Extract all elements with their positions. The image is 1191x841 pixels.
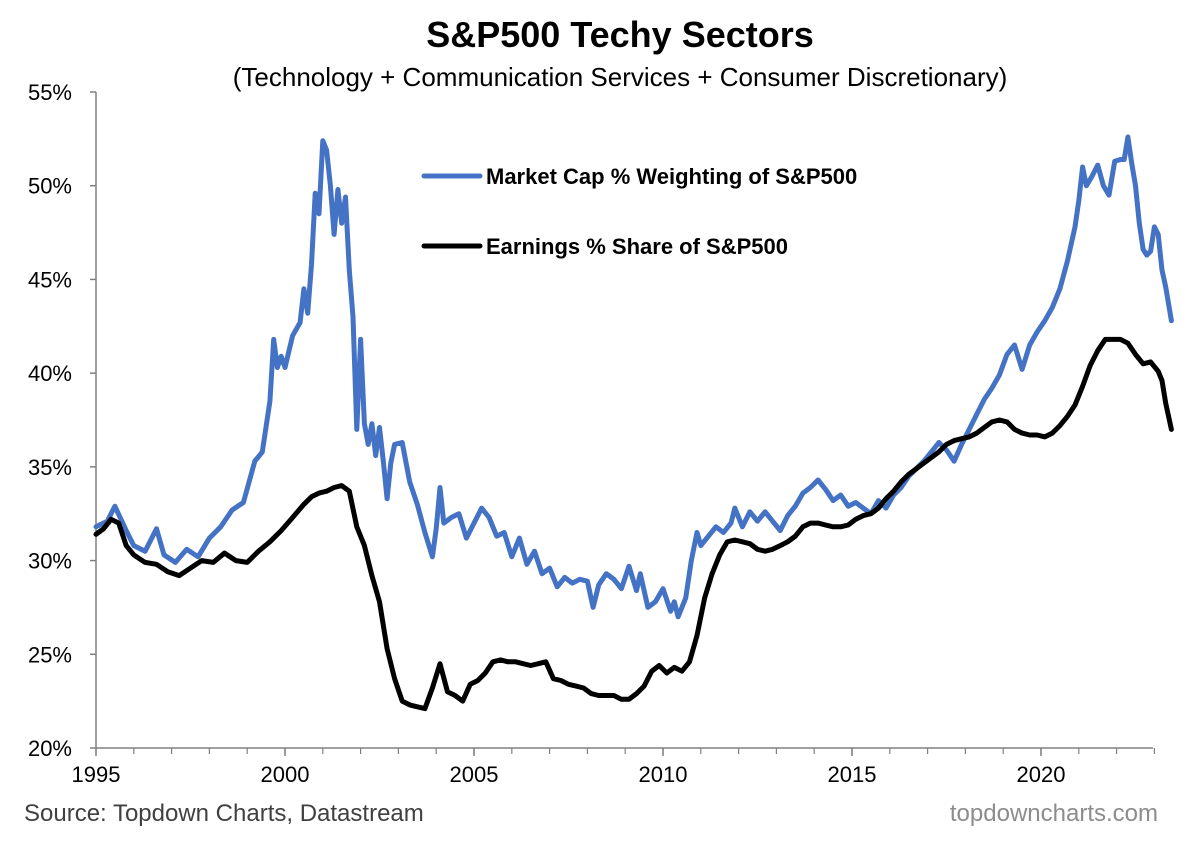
chart-axes: 20% 25% 30% 35% 40% 45% 50% 55% 1995 2000 2005 2010…	[28, 80, 1156, 787]
y-tick-label: 40%	[28, 361, 72, 386]
x-tick-label: 1995	[72, 762, 121, 787]
source-note: Source: Topdown Charts, Datastream	[24, 800, 424, 827]
y-tick-label: 30%	[28, 549, 72, 574]
series-line-market-cap	[93, 134, 1174, 620]
x-tick-label: 2010	[639, 762, 688, 787]
legend-label: Market Cap % Weighting of S&P500	[486, 164, 857, 189]
y-tick-label: 50%	[28, 174, 72, 199]
y-tick-label: 55%	[28, 80, 72, 105]
x-tick-label: 2020	[1017, 762, 1066, 787]
y-tick-label: 25%	[28, 642, 72, 667]
y-tick-label: 20%	[28, 736, 72, 761]
watermark-text: topdowncharts.com	[949, 800, 1158, 827]
series-line-earnings	[93, 336, 1174, 712]
y-tick-label: 35%	[28, 455, 72, 480]
chart-series	[93, 134, 1174, 712]
chart-legend: Market Cap % Weighting of S&P500 Earnings…	[421, 164, 857, 259]
x-tick-label: 2005	[450, 762, 499, 787]
y-tick-label: 45%	[28, 267, 72, 292]
x-tick-label: 2000	[261, 762, 310, 787]
legend-label: Earnings % Share of S&P500	[486, 234, 788, 259]
x-tick-label: 2015	[828, 762, 877, 787]
chart-title: S&P500 Techy Sectors	[426, 14, 814, 55]
chart-subtitle: (Technology + Communication Services + C…	[232, 62, 1008, 92]
